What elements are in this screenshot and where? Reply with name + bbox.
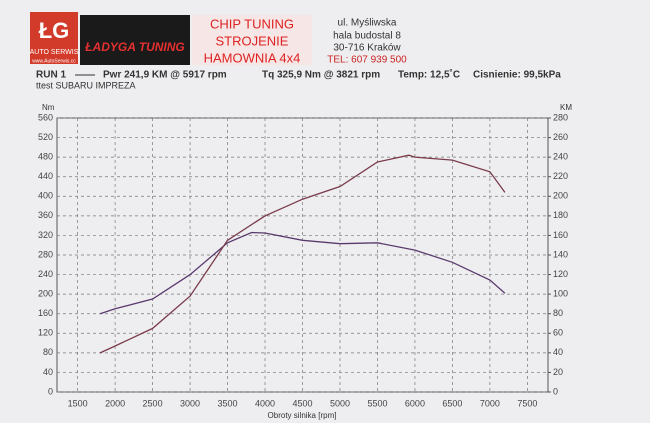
y2-tick-label: 240 — [553, 152, 568, 162]
y2-tick-label: 200 — [553, 191, 568, 201]
x-tick-label: 7000 — [480, 398, 500, 408]
pwr: Pwr 241,9 KM @ 5917 rpm — [103, 70, 227, 81]
logo-url: www.AutoSerwis.cc — [32, 58, 76, 64]
x-tick-label: 3500 — [218, 398, 238, 408]
y2-tick-label: 40 — [553, 347, 563, 357]
x-tick-label: 5000 — [330, 398, 350, 408]
logo-sub: AUTO SERWIS — [30, 49, 79, 56]
brand: ŁADYGA TUNING — [84, 40, 185, 54]
y-tick-label: 200 — [38, 289, 53, 299]
y-tick-label: 280 — [38, 249, 53, 259]
y2-tick-label: 140 — [553, 249, 568, 259]
x-tick-label: 4500 — [292, 398, 312, 408]
y2-tick-label: 60 — [553, 328, 563, 338]
x-tick-label: 2000 — [105, 398, 125, 408]
y2-tick-label: 280 — [553, 112, 568, 122]
address: hala budostal 8 — [333, 31, 401, 42]
y-tick-label: 520 — [38, 132, 53, 142]
y2-tick-label: 220 — [553, 171, 568, 181]
x-tick-label: 2500 — [143, 398, 163, 408]
x-tick-label: 3000 — [180, 398, 200, 408]
logo-box — [30, 12, 78, 64]
series-line — [99, 154, 506, 354]
x-tick-label: 5500 — [367, 398, 387, 408]
y-tick-label: 320 — [38, 230, 53, 240]
test: ttest SUBARU IMPREZA — [36, 80, 136, 90]
address: TEL: 607 939 500 — [327, 55, 407, 66]
y-tick-label: 0 — [48, 386, 53, 396]
y-tick-label: 400 — [38, 191, 53, 201]
temp: Temp: 12,5˚C — [398, 69, 460, 81]
series-line — [99, 231, 506, 315]
address: 30-716 Kraków — [333, 43, 401, 54]
y2-tick-label: 180 — [553, 210, 568, 220]
x-tick-label: 1500 — [68, 398, 88, 408]
brand-box — [80, 15, 190, 65]
service: STROJENIE — [216, 33, 289, 48]
x-tick-label: 6000 — [405, 398, 425, 408]
y2-tick-label: 260 — [553, 132, 568, 142]
y-tick-label: 120 — [38, 328, 53, 338]
tq: Tq 325,9 Nm @ 3821 rpm — [262, 70, 380, 81]
y-label: Nm — [42, 103, 55, 112]
service: HAMOWNIA 4x4 — [204, 50, 301, 65]
y-tick-label: 80 — [43, 347, 53, 357]
y2-label: KM — [560, 103, 572, 112]
services-box — [192, 15, 312, 65]
y-tick-label: 480 — [38, 152, 53, 162]
y2-tick-label: 20 — [553, 367, 563, 377]
y2-tick-label: 100 — [553, 289, 568, 299]
y2-tick-label: 160 — [553, 230, 568, 240]
y-tick-label: 240 — [38, 269, 53, 279]
x-tick-label: 7500 — [517, 398, 537, 408]
y-tick-label: 360 — [38, 210, 53, 220]
address: ul. Myśliwska — [338, 18, 397, 29]
y-tick-label: 40 — [43, 367, 53, 377]
x-tick-label: 6500 — [442, 398, 462, 408]
y-tick-label: 160 — [38, 308, 53, 318]
x-tick-label: 4000 — [255, 398, 275, 408]
service: CHIP TUNING — [210, 16, 294, 31]
y2-tick-label: 0 — [553, 386, 558, 396]
y2-tick-label: 120 — [553, 269, 568, 279]
y2-tick-label: 80 — [553, 308, 563, 318]
run: RUN 1 — [36, 70, 66, 81]
x-label: Obroty silnika [rpm] — [268, 411, 337, 420]
y-tick-label: 440 — [38, 171, 53, 181]
pressure: Cisnienie: 99,5kPa — [473, 70, 561, 81]
logo: ŁG — [39, 18, 70, 43]
y-tick-label: 560 — [38, 112, 53, 122]
